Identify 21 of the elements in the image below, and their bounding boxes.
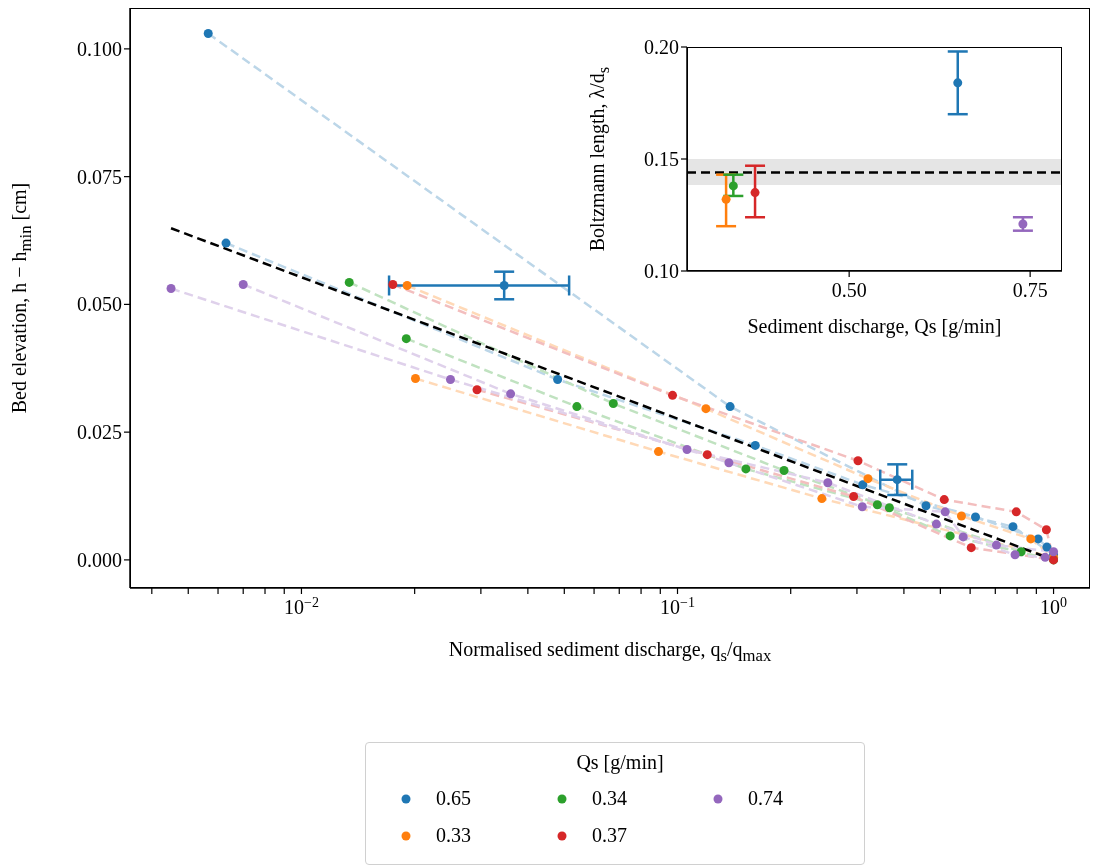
x-tick-label: 10$^{−2}$	[284, 594, 319, 618]
x-tick-label: 0.50	[831, 279, 867, 301]
legend-label: 0.65	[436, 787, 471, 810]
y-tick-label: 0.075	[77, 165, 122, 188]
y-tick-label: 0.025	[77, 421, 122, 444]
y-tick-label: 0.20	[644, 36, 679, 58]
x-tick-label: 10$^{−1}$	[660, 594, 695, 618]
legend-label: 0.34	[592, 787, 627, 810]
x-tick-label: 10$^{0}$	[1040, 594, 1068, 618]
legend-title: Qs [g/min]	[575, 751, 665, 774]
legend-label: 0.33	[436, 824, 471, 847]
y-tick-label: 0.000	[77, 548, 122, 571]
x-tick-label: 0.75	[1012, 279, 1048, 301]
y-tick-label: 0.050	[77, 293, 122, 316]
y-tick-label: 0.10	[644, 260, 679, 282]
legend-label: 0.74	[748, 787, 783, 810]
x-axis-title: Normalised sediment discharge, q$_{s}$/q$_{max}$	[447, 638, 773, 666]
legend-label: 0.37	[592, 824, 627, 847]
y-tick-label: 0.100	[77, 37, 122, 60]
x-axis-title: Sediment discharge, Qs [g/min]	[746, 315, 1003, 338]
y-tick-label: 0.15	[644, 148, 679, 170]
